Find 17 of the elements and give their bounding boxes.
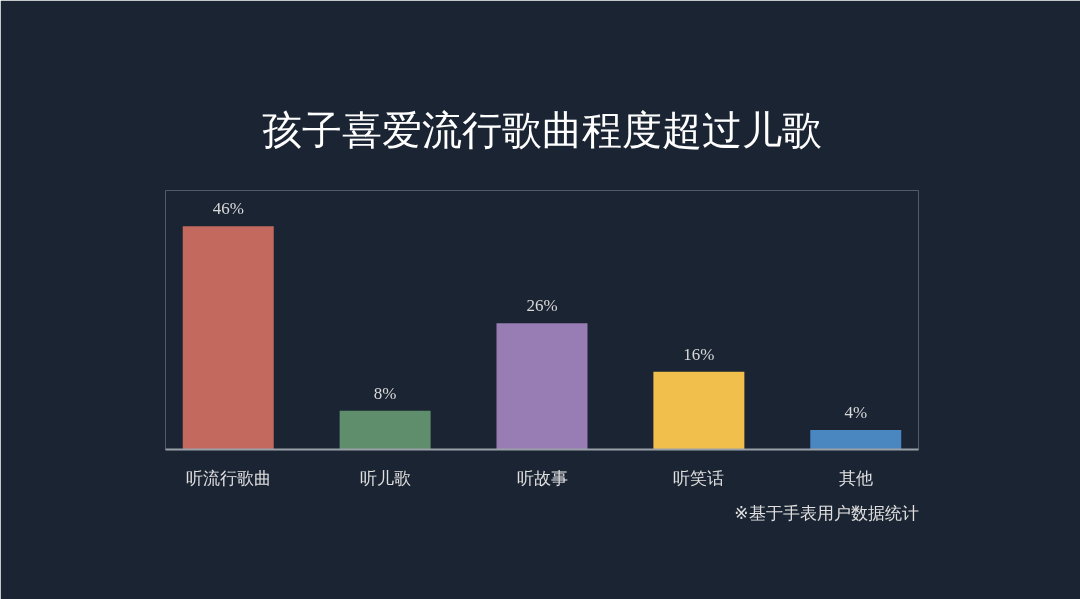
- data-label: 8%: [373, 383, 397, 403]
- data-label: 4%: [844, 403, 868, 423]
- bar: [496, 323, 588, 450]
- bar: [653, 371, 745, 450]
- x-tick-label: 听笑话: [673, 467, 725, 488]
- x-tick-label: 听儿歌: [359, 467, 411, 488]
- data-label: 26%: [526, 296, 558, 316]
- data-label: 16%: [683, 344, 715, 364]
- bar: [339, 410, 431, 450]
- chart-title: 孩子喜爱流行歌曲程度超过儿歌: [262, 107, 822, 153]
- x-tick-label: 听故事: [516, 467, 568, 488]
- bar: [810, 430, 902, 450]
- x-tick-label: 其他: [838, 467, 873, 488]
- bar: [182, 226, 274, 450]
- x-tick-label: 听流行歌曲: [185, 467, 271, 488]
- text: ※基于手表用户数据统计: [734, 502, 919, 523]
- data-label: 46%: [212, 199, 244, 219]
